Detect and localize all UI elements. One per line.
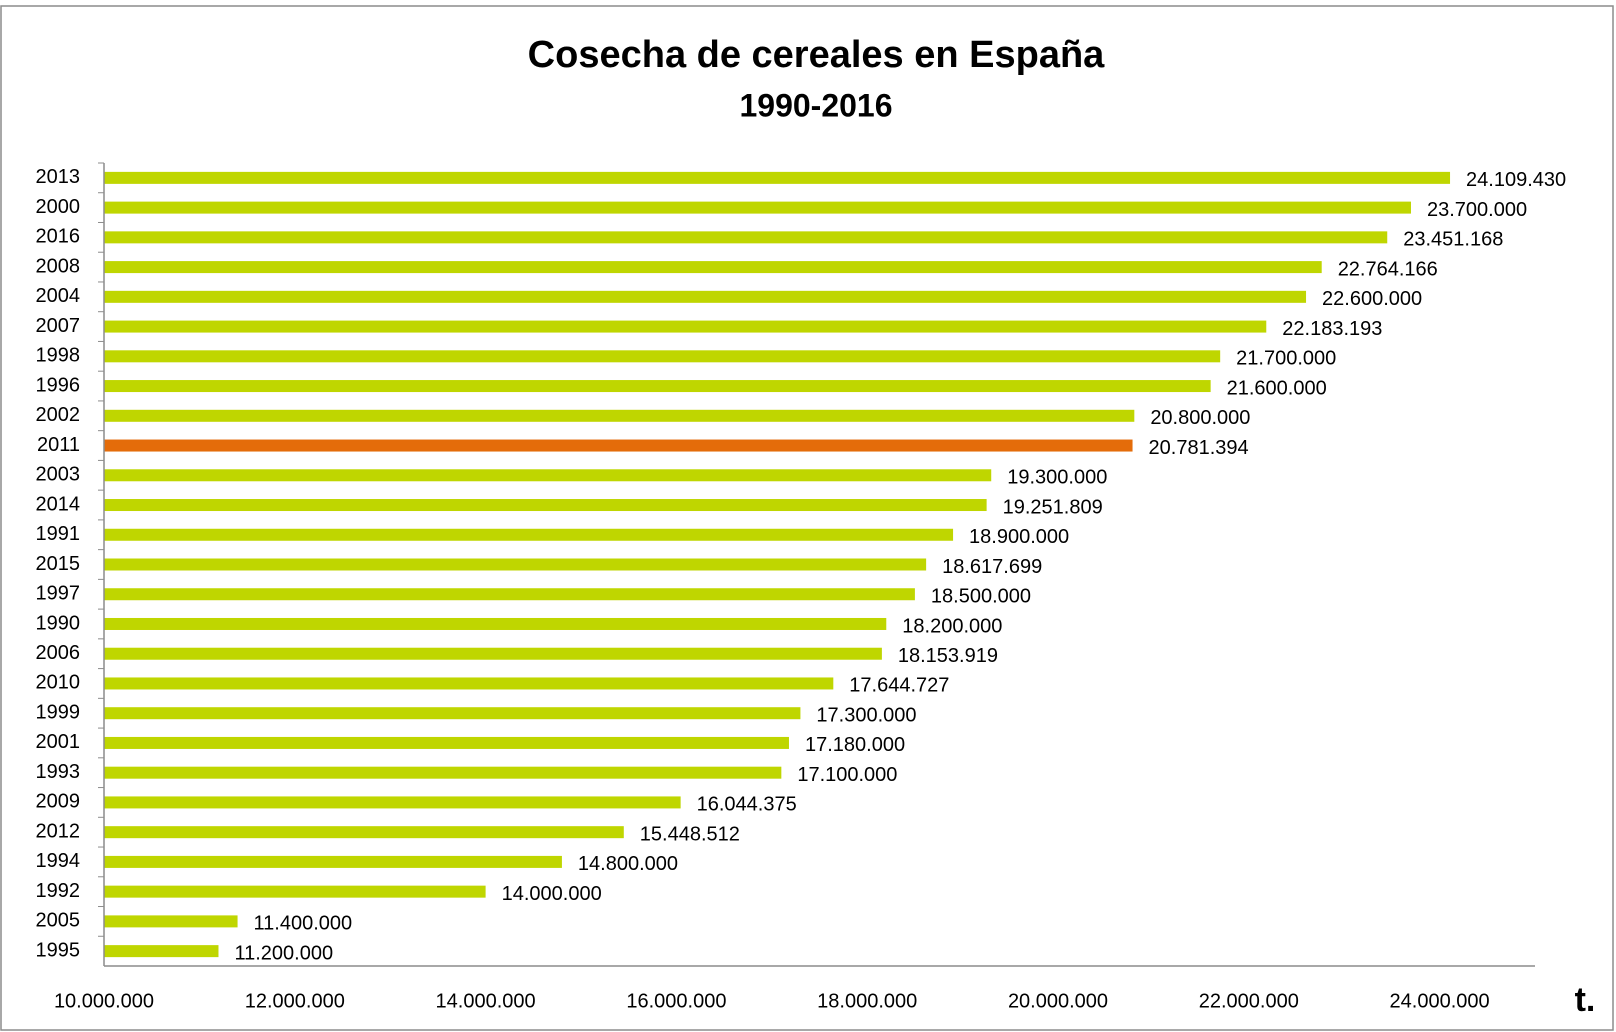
- data-label: 22.183.193: [1282, 318, 1382, 340]
- data-label: 11.400.000: [254, 913, 353, 935]
- chart-subtitle: 1990-2016: [739, 87, 892, 123]
- y-tick-label: 1991: [36, 523, 81, 545]
- data-label: 17.180.000: [805, 734, 905, 756]
- bar: [104, 885, 486, 898]
- data-label: 23.700.000: [1427, 199, 1527, 221]
- y-tick-label: 2001: [36, 731, 81, 753]
- x-tick-label: 12.000.000: [245, 990, 345, 1012]
- y-tick-label: 2012: [36, 820, 81, 842]
- chart-title: Cosecha de cereales en España: [528, 34, 1106, 76]
- bar: [104, 320, 1267, 333]
- bar: [104, 499, 987, 512]
- data-label: 21.700.000: [1236, 348, 1336, 370]
- data-label: 20.800.000: [1150, 407, 1250, 429]
- bar: [104, 945, 219, 958]
- x-tick-label: 22.000.000: [1199, 990, 1299, 1012]
- chart-frame: [0, 5, 1614, 1031]
- bar: [104, 201, 1411, 214]
- data-label: 11.200.000: [234, 942, 333, 964]
- x-tick-label: 14.000.000: [436, 990, 536, 1012]
- data-label: 14.800.000: [578, 853, 678, 875]
- bar: [104, 766, 782, 779]
- bar: [104, 558, 927, 571]
- data-label: 17.644.727: [849, 675, 949, 697]
- data-label: 19.300.000: [1007, 467, 1107, 489]
- bar: [104, 439, 1133, 452]
- data-label: 22.764.166: [1338, 258, 1438, 280]
- data-label: 21.600.000: [1227, 377, 1327, 399]
- bar: [104, 826, 624, 839]
- data-label: 15.448.512: [640, 823, 740, 845]
- bar: [104, 647, 882, 660]
- y-tick-label: 2002: [36, 404, 81, 426]
- bar: [104, 617, 887, 630]
- y-tick-label: 1997: [36, 583, 81, 605]
- data-label: 24.109.430: [1466, 169, 1566, 191]
- data-label: 17.100.000: [797, 764, 897, 786]
- y-tick-label: 2004: [36, 285, 81, 307]
- y-tick-label: 2005: [36, 910, 81, 932]
- bar: [104, 796, 681, 809]
- y-tick-label: 1995: [36, 939, 81, 961]
- bar: [104, 261, 1322, 274]
- y-tick-label: 2013: [36, 166, 81, 188]
- data-label: 18.900.000: [969, 526, 1069, 548]
- data-label: 17.300.000: [816, 704, 916, 726]
- bar: [104, 409, 1135, 422]
- data-label: 22.600.000: [1322, 288, 1422, 310]
- x-tick-label: 10.000.000: [54, 990, 154, 1012]
- data-label: 20.781.394: [1149, 437, 1249, 459]
- data-label: 18.500.000: [931, 586, 1031, 608]
- y-tick-label: 1999: [36, 701, 81, 723]
- y-tick-label: 1992: [36, 880, 81, 902]
- x-tick-label: 18.000.000: [817, 990, 917, 1012]
- data-label: 14.000.000: [502, 883, 602, 905]
- bar: [104, 707, 801, 720]
- y-tick-label: 2007: [36, 315, 81, 337]
- data-label: 16.044.375: [697, 794, 797, 816]
- bar: [104, 736, 789, 749]
- y-tick-label: 2011: [37, 434, 80, 456]
- bar: [104, 588, 915, 601]
- y-tick-label: 1994: [36, 850, 81, 872]
- data-label: 19.251.809: [1003, 496, 1103, 518]
- y-tick-label: 1990: [36, 612, 81, 634]
- y-tick-label: 2015: [36, 553, 81, 575]
- bar: [104, 380, 1211, 393]
- bar: [104, 290, 1307, 303]
- bar: [104, 528, 954, 541]
- y-tick-label: 2009: [36, 791, 81, 813]
- bar: [104, 677, 834, 690]
- bar: [104, 171, 1451, 184]
- y-tick-label: 2000: [36, 196, 81, 218]
- y-tick-label: 2014: [36, 493, 81, 515]
- data-label: 18.200.000: [902, 615, 1002, 637]
- x-tick-label: 20.000.000: [1008, 990, 1108, 1012]
- bar: [104, 469, 992, 482]
- y-tick-label: 2006: [36, 642, 81, 664]
- x-axis-label: t.: [1575, 981, 1596, 1019]
- bar: [104, 855, 562, 868]
- x-tick-label: 24.000.000: [1390, 990, 1490, 1012]
- bar: [104, 915, 238, 928]
- y-tick-label: 2003: [36, 464, 81, 486]
- bar: [104, 350, 1221, 363]
- y-tick-label: 1996: [36, 374, 81, 396]
- y-tick-label: 2016: [36, 226, 81, 248]
- bar: [104, 231, 1388, 244]
- y-tick-label: 2008: [36, 255, 81, 277]
- data-label: 18.617.699: [942, 556, 1042, 578]
- data-label: 18.153.919: [898, 645, 998, 667]
- y-tick-label: 1998: [36, 345, 81, 367]
- x-tick-label: 16.000.000: [626, 990, 726, 1012]
- data-label: 23.451.168: [1403, 229, 1503, 251]
- y-tick-label: 2010: [36, 672, 81, 694]
- y-tick-label: 1993: [36, 761, 81, 783]
